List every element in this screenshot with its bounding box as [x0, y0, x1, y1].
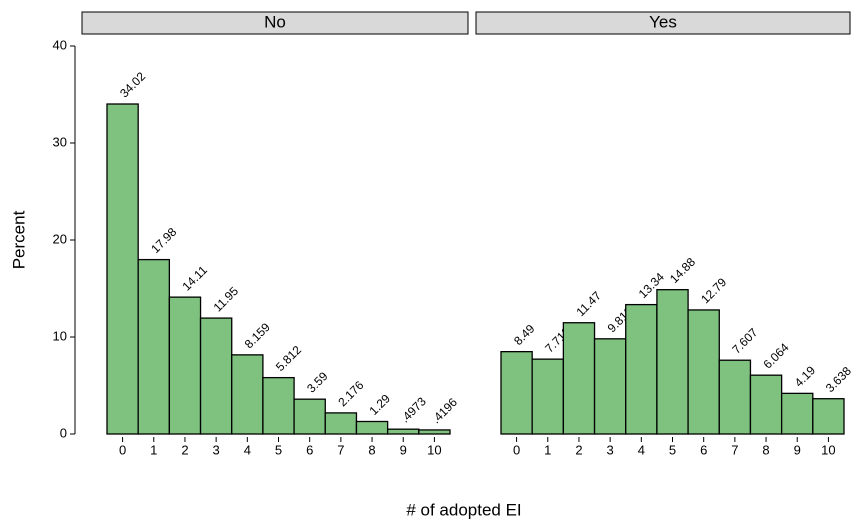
bar	[199, 317, 233, 435]
x-tick-label: 1	[150, 442, 157, 457]
value-label: 1.29	[367, 391, 394, 418]
x-tick-label: 4	[244, 442, 251, 457]
x-tick-label: 5	[669, 442, 676, 457]
value-label: 11.95	[211, 284, 242, 315]
value-label: 8.49	[511, 321, 538, 348]
x-tick-label: 8	[762, 442, 769, 457]
y-tick-label: 40	[53, 37, 67, 52]
y-tick-label: 0	[60, 425, 67, 440]
facet-strip	[81, 11, 469, 35]
x-tick-label: 0	[513, 442, 520, 457]
value-label: 8.159	[242, 320, 273, 351]
value-label: 34.02	[117, 69, 148, 100]
x-tick-label: 7	[337, 442, 344, 457]
x-tick-label: 4	[638, 442, 645, 457]
bar	[812, 398, 845, 435]
bar	[418, 429, 451, 435]
bar	[656, 289, 689, 435]
y-tick-label: 20	[53, 231, 67, 246]
bar	[262, 376, 295, 435]
x-tick-label: 2	[575, 442, 582, 457]
value-label: 4.19	[792, 363, 819, 390]
bar	[324, 412, 358, 435]
x-axis-label: # of adopted EI	[406, 500, 521, 519]
value-label: 3.59	[304, 369, 331, 396]
facet-title: No	[264, 12, 286, 31]
facet-strip	[475, 11, 851, 35]
y-tick-label: 30	[53, 134, 67, 149]
x-tick-label: 1	[544, 442, 551, 457]
x-tick-label: 8	[368, 442, 375, 457]
value-label: 3.638	[823, 364, 854, 395]
bar	[593, 338, 627, 435]
bar	[293, 398, 326, 435]
bar	[168, 296, 202, 435]
x-tick-label: 3	[607, 442, 614, 457]
x-tick-label: 9	[794, 442, 801, 457]
bar	[780, 392, 814, 435]
value-label: 2.176	[335, 378, 366, 409]
bar	[531, 358, 565, 435]
facet-title: Yes	[649, 12, 677, 31]
bar	[687, 309, 720, 435]
x-tick-label: 5	[275, 442, 282, 457]
x-tick-label: 6	[700, 442, 707, 457]
x-tick-label: 6	[306, 442, 313, 457]
value-label: .4196	[429, 395, 460, 426]
bar	[500, 350, 533, 435]
y-axis-label: Percent	[9, 210, 28, 269]
x-tick-label: 0	[119, 442, 126, 457]
x-tick-label: 3	[213, 442, 220, 457]
x-tick-label: 9	[400, 442, 407, 457]
value-label: .4973	[398, 394, 429, 425]
bar	[137, 258, 171, 435]
bar	[562, 322, 596, 435]
value-label: 14.88	[667, 255, 698, 286]
value-label: 6.064	[761, 340, 792, 371]
y-tick-label: 10	[53, 328, 67, 343]
bar	[231, 354, 264, 435]
value-label: 7.607	[729, 325, 760, 356]
value-label: 12.79	[698, 275, 729, 306]
bar	[106, 103, 139, 435]
x-tick-label: 2	[181, 442, 188, 457]
x-tick-label: 10	[427, 442, 441, 457]
value-label: 14.11	[179, 263, 210, 294]
bar	[355, 420, 389, 435]
value-label: 11.47	[573, 288, 604, 319]
value-label: 5.812	[273, 343, 304, 374]
bar	[718, 359, 752, 435]
bar	[625, 303, 658, 435]
x-tick-label: 10	[821, 442, 835, 457]
bar	[386, 428, 420, 435]
x-tick-label: 7	[731, 442, 738, 457]
bar	[749, 374, 783, 435]
value-label: 17.98	[148, 225, 179, 256]
